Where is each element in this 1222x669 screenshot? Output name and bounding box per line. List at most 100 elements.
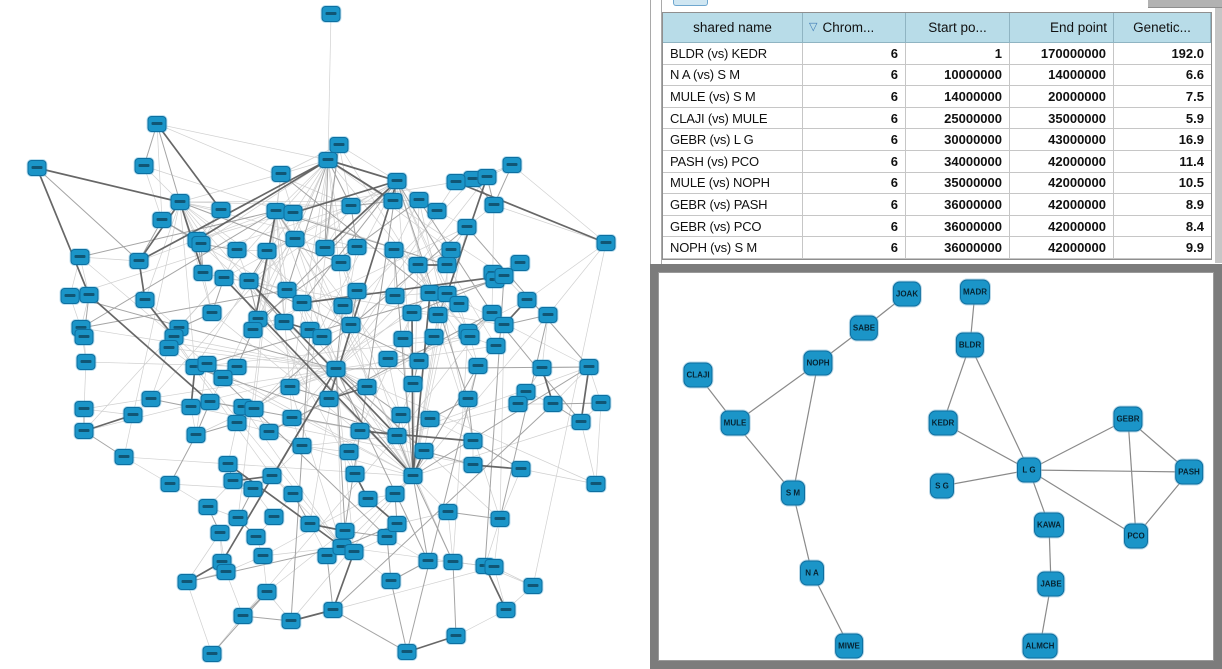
cell-shared-name[interactable]: NOPH (vs) S M: [663, 237, 803, 259]
cell-value[interactable]: 11.4: [1114, 150, 1211, 173]
subnetwork-node-mule[interactable]: MULE: [720, 410, 750, 436]
network-node[interactable]: [463, 457, 483, 473]
cell-value[interactable]: 43000000: [1010, 129, 1114, 151]
network-node[interactable]: [74, 423, 94, 439]
cell-value[interactable]: 30000000: [906, 129, 1010, 151]
cell-value[interactable]: 6: [803, 172, 906, 195]
network-node[interactable]: [428, 307, 448, 323]
network-node[interactable]: [490, 511, 510, 527]
network-node[interactable]: [134, 158, 154, 174]
network-node[interactable]: [383, 193, 403, 209]
network-node[interactable]: [460, 329, 480, 345]
cell-value[interactable]: 9.9: [1114, 237, 1211, 259]
network-node[interactable]: [446, 174, 466, 190]
network-node[interactable]: [233, 608, 253, 624]
network-node[interactable]: [123, 407, 143, 423]
network-node[interactable]: [160, 476, 180, 492]
network-node[interactable]: [449, 296, 469, 312]
cell-value[interactable]: 10000000: [906, 64, 1010, 87]
cell-value[interactable]: 34000000: [906, 150, 1010, 173]
network-node[interactable]: [586, 476, 606, 492]
network-node[interactable]: [341, 198, 361, 214]
subnetwork-node-sabe[interactable]: SABE: [849, 315, 879, 341]
network-node[interactable]: [152, 212, 172, 228]
subnetwork-node-s-m[interactable]: S M: [781, 480, 805, 506]
cell-value[interactable]: 5.9: [1114, 107, 1211, 130]
network-node[interactable]: [262, 468, 282, 484]
cell-value[interactable]: 10.5: [1114, 172, 1211, 195]
network-node[interactable]: [502, 157, 522, 173]
network-node[interactable]: [511, 461, 531, 477]
cell-value[interactable]: 7.5: [1114, 86, 1211, 108]
network-node[interactable]: [409, 353, 429, 369]
network-node[interactable]: [468, 358, 488, 374]
network-node[interactable]: [317, 548, 337, 564]
network-node[interactable]: [129, 253, 149, 269]
network-node[interactable]: [387, 516, 407, 532]
network-node[interactable]: [321, 6, 341, 22]
cell-value[interactable]: 36000000: [906, 215, 1010, 238]
cell-value[interactable]: 42000000: [1010, 237, 1114, 259]
network-node[interactable]: [358, 491, 378, 507]
cell-value[interactable]: 25000000: [906, 107, 1010, 130]
column-header-genetic-[interactable]: Genetic...: [1114, 13, 1211, 43]
network-node[interactable]: [437, 257, 457, 273]
cell-value[interactable]: 42000000: [1010, 150, 1114, 173]
subnetwork-node-pco[interactable]: PCO: [1124, 523, 1148, 549]
network-node[interactable]: [76, 354, 96, 370]
network-node[interactable]: [385, 288, 405, 304]
column-header-end-point[interactable]: End point: [1010, 13, 1114, 43]
network-node[interactable]: [596, 235, 616, 251]
network-node[interactable]: [391, 407, 411, 423]
network-node[interactable]: [341, 317, 361, 333]
network-node[interactable]: [496, 602, 516, 618]
subnetwork-node-s-g[interactable]: S G: [930, 473, 954, 499]
network-node[interactable]: [517, 292, 537, 308]
network-node[interactable]: [377, 529, 397, 545]
network-node[interactable]: [323, 602, 343, 618]
network-node[interactable]: [438, 504, 458, 520]
network-node[interactable]: [427, 203, 447, 219]
network-node[interactable]: [538, 307, 558, 323]
network-node[interactable]: [170, 194, 190, 210]
column-header-start-po-[interactable]: Start po...: [906, 13, 1010, 43]
subnetwork-node-gebr[interactable]: GEBR: [1113, 406, 1143, 432]
network-node[interactable]: [191, 236, 211, 252]
network-node[interactable]: [393, 331, 413, 347]
network-node[interactable]: [223, 473, 243, 489]
network-node[interactable]: [292, 295, 312, 311]
network-node[interactable]: [579, 359, 599, 375]
cell-value[interactable]: 6: [803, 194, 906, 216]
network-node[interactable]: [70, 249, 90, 265]
network-node[interactable]: [420, 285, 440, 301]
subnetwork-node-claji[interactable]: CLAJI: [683, 362, 713, 388]
cell-value[interactable]: 6: [803, 64, 906, 87]
network-node[interactable]: [281, 613, 301, 629]
network-node[interactable]: [420, 411, 440, 427]
subnetwork-node-l-g[interactable]: L G: [1017, 457, 1041, 483]
table-vertical-scrollbar[interactable]: [1215, 8, 1222, 263]
cell-value[interactable]: 8.9: [1114, 194, 1211, 216]
main-network-view[interactable]: [0, 0, 650, 669]
network-node[interactable]: [409, 192, 429, 208]
cell-value[interactable]: 6: [803, 215, 906, 238]
network-node[interactable]: [202, 646, 222, 662]
network-node[interactable]: [147, 116, 167, 132]
network-node[interactable]: [246, 529, 266, 545]
subnetwork-view[interactable]: JOAK MADR SABE BLDR NOPH CLAJI MULE KEDR GEBR L G…: [658, 272, 1214, 661]
network-node[interactable]: [571, 414, 591, 430]
network-node[interactable]: [318, 152, 338, 168]
network-node[interactable]: [141, 391, 161, 407]
network-node[interactable]: [243, 322, 263, 338]
subnetwork-node-miwe[interactable]: MIWE: [835, 633, 863, 659]
network-node[interactable]: [300, 516, 320, 532]
network-node[interactable]: [532, 360, 552, 376]
network-node[interactable]: [484, 197, 504, 213]
network-node[interactable]: [60, 288, 80, 304]
network-node[interactable]: [319, 391, 339, 407]
cell-value[interactable]: 42000000: [1010, 215, 1114, 238]
cell-value[interactable]: 36000000: [906, 194, 1010, 216]
network-node[interactable]: [198, 499, 218, 515]
cell-shared-name[interactable]: GEBR (vs) PASH: [663, 194, 803, 216]
network-node[interactable]: [181, 399, 201, 415]
